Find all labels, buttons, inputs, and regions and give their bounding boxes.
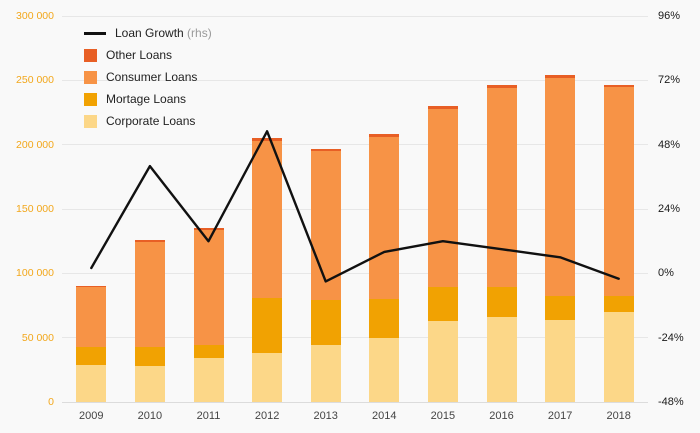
left-axis-tick-label: 250 000 bbox=[16, 74, 54, 87]
legend-label: Corporate Loans bbox=[106, 114, 196, 128]
left-axis-tick-label: 300 000 bbox=[16, 10, 54, 22]
gridline bbox=[62, 79, 648, 81]
bar-segment-corporate-loans bbox=[603, 311, 634, 402]
legend-item-corporate-loans: Corporate Loans bbox=[84, 114, 212, 128]
right-axis-tick-label: -24% bbox=[658, 331, 684, 344]
bar-segment-corporate-loans bbox=[134, 365, 165, 402]
bar-segment-consumer-loans bbox=[545, 77, 576, 297]
left-axis-tick-label: 200 000 bbox=[16, 138, 54, 151]
bar-segment-mortage-loans bbox=[427, 287, 458, 321]
x-axis-tick-label: 2009 bbox=[79, 410, 104, 422]
legend-line-swatch bbox=[84, 31, 106, 35]
bar-segment-mortage-loans bbox=[369, 299, 400, 338]
bar-segment-other-loans bbox=[486, 85, 517, 89]
bar-segment-other-loans bbox=[427, 106, 458, 109]
bar-segment-corporate-loans bbox=[193, 358, 224, 402]
left-axis-tick-label: 50 000 bbox=[21, 331, 54, 344]
right-axis-tick-label: 0% bbox=[658, 267, 674, 280]
gridline bbox=[62, 401, 648, 403]
legend-item-loan-growth: Loan Growth (rhs) bbox=[84, 26, 212, 40]
x-axis-tick-label: 2015 bbox=[430, 410, 456, 422]
bar-segment-mortage-loans bbox=[252, 297, 283, 354]
left-axis-tick-label: 100 000 bbox=[16, 267, 54, 280]
legend-box-swatch bbox=[84, 70, 97, 84]
bar-segment-mortage-loans bbox=[310, 300, 341, 346]
legend-box-swatch bbox=[84, 92, 97, 106]
bar-segment-consumer-loans bbox=[252, 140, 283, 298]
right-axis-tick-label: 24% bbox=[658, 203, 681, 215]
right-axis-tick-label: 48% bbox=[658, 138, 681, 151]
bar-segment-mortage-loans bbox=[603, 296, 634, 312]
bar-segment-consumer-loans bbox=[193, 229, 224, 346]
bar-segment-consumer-loans bbox=[76, 287, 107, 347]
legend-label: Mortage Loans bbox=[106, 92, 187, 106]
bar-segment-consumer-loans bbox=[427, 108, 458, 288]
bar-segment-other-loans bbox=[252, 138, 283, 141]
bar-segment-consumer-loans bbox=[603, 86, 634, 297]
bar-segment-consumer-loans bbox=[486, 88, 517, 288]
bar-segment-other-loans bbox=[310, 148, 341, 152]
x-axis-tick-label: 2016 bbox=[489, 410, 514, 422]
legend-suffix: (rhs) bbox=[183, 26, 212, 40]
bar-segment-corporate-loans bbox=[310, 345, 341, 402]
left-axis-tick-label: 0 bbox=[48, 396, 54, 408]
x-axis-tick-label: 2017 bbox=[547, 410, 573, 422]
bar-segment-corporate-loans bbox=[545, 319, 576, 402]
x-axis-tick-label: 2013 bbox=[313, 410, 338, 422]
x-axis-tick-label: 2011 bbox=[196, 410, 221, 422]
bar-segment-corporate-loans bbox=[486, 317, 517, 402]
legend-item-mortage-loans: Mortage Loans bbox=[84, 92, 212, 106]
bar-segment-corporate-loans bbox=[252, 353, 283, 402]
legend-item-consumer-loans: Consumer Loans bbox=[84, 70, 212, 84]
bar-segment-mortage-loans bbox=[193, 345, 224, 359]
right-axis-tick-label: -48% bbox=[658, 396, 684, 408]
bar-segment-consumer-loans bbox=[369, 136, 400, 300]
right-axis-tick-label: 72% bbox=[658, 74, 681, 87]
left-axis-tick-label: 150 000 bbox=[16, 203, 54, 215]
bar-segment-other-loans bbox=[193, 228, 224, 230]
legend-label: Other Loans bbox=[106, 48, 173, 62]
gridline bbox=[62, 337, 648, 339]
bar-segment-other-loans bbox=[76, 286, 107, 288]
bar-segment-mortage-loans bbox=[545, 296, 576, 320]
right-axis-tick-label: 96% bbox=[658, 10, 681, 22]
x-axis-tick-label: 2012 bbox=[254, 410, 280, 422]
bar-segment-consumer-loans bbox=[310, 151, 341, 301]
bar-segment-mortage-loans bbox=[486, 287, 517, 318]
bar-segment-other-loans bbox=[369, 134, 400, 137]
bar-segment-mortage-loans bbox=[134, 346, 165, 366]
bar-segment-corporate-loans bbox=[427, 320, 458, 402]
bar-segment-corporate-loans bbox=[369, 337, 400, 402]
legend-box-swatch bbox=[84, 114, 97, 128]
chart-legend: Loan Growth (rhs) Other Loans Consumer Loa… bbox=[84, 26, 212, 128]
legend-item-other-loans: Other Loans bbox=[84, 48, 212, 62]
bar-segment-other-loans bbox=[603, 85, 634, 87]
x-axis-tick-label: 2014 bbox=[372, 410, 397, 422]
bar-segment-other-loans bbox=[134, 239, 165, 243]
gridline bbox=[62, 15, 648, 17]
bar-segment-other-loans bbox=[545, 75, 576, 78]
bar-segment-consumer-loans bbox=[134, 242, 165, 347]
bar-segment-corporate-loans bbox=[76, 364, 107, 402]
bar-segment-mortage-loans bbox=[76, 346, 107, 365]
x-axis-tick-label: 2010 bbox=[137, 410, 163, 422]
legend-label: Loan Growth (rhs) bbox=[115, 26, 212, 40]
x-axis-tick-label: 2018 bbox=[606, 410, 631, 422]
legend-box-swatch bbox=[84, 48, 97, 62]
legend-label: Consumer Loans bbox=[106, 70, 198, 84]
